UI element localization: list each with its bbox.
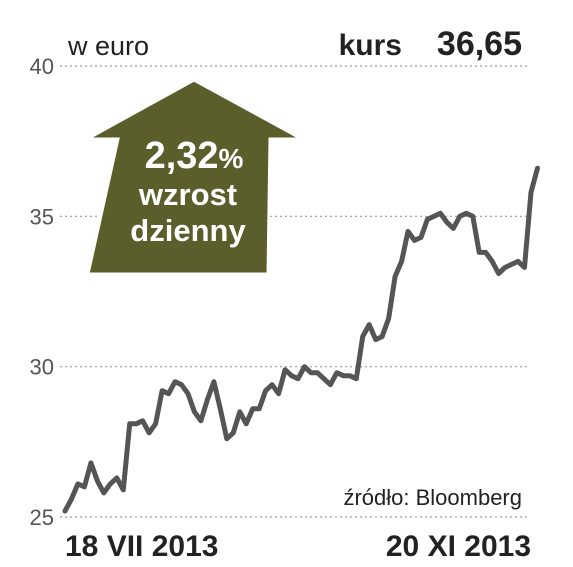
- price-label: kurs: [339, 29, 402, 62]
- price: 36,65: [437, 25, 522, 63]
- y-tick-label: 40: [30, 54, 54, 79]
- subtitle: w euro: [67, 31, 149, 61]
- change-number: 2,32: [145, 135, 219, 177]
- x-tick-label: 18 VII 2013: [65, 530, 218, 563]
- change-text: dzienny: [130, 213, 246, 248]
- change-value: 2,32%: [145, 135, 244, 177]
- line: [62, 165, 540, 514]
- x-tick-label: 20 XI 2013: [386, 530, 531, 563]
- y-tick-label: 35: [30, 204, 54, 229]
- y-tick-label: 30: [30, 355, 54, 380]
- change-text: wzrost: [138, 177, 237, 212]
- source: źródło: Bloomberg: [343, 485, 522, 510]
- change-unit: %: [219, 143, 244, 174]
- y-tick-label: 25: [30, 505, 54, 530]
- badge: [86, 78, 303, 276]
